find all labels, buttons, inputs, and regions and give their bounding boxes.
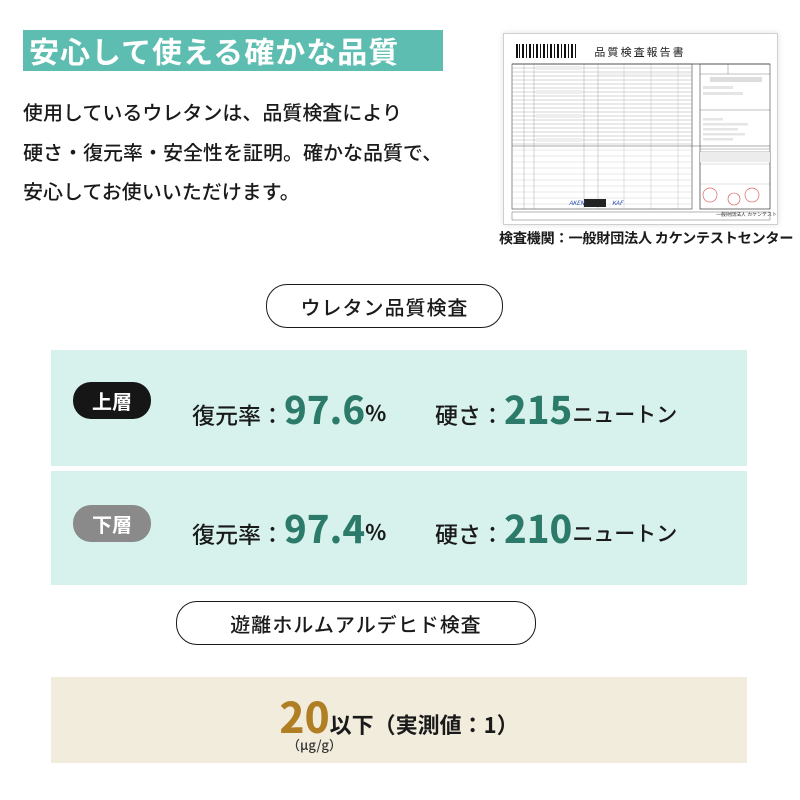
svg-text:AKEN: AKEN	[569, 198, 585, 207]
svg-text:品質検査報告書: 品質検査報告書	[595, 44, 686, 60]
svg-text:一般財団法人 カケンテストセンター: 一般財団法人 カケンテストセンター	[716, 211, 777, 218]
svg-text:KAF: KAF	[612, 198, 624, 207]
